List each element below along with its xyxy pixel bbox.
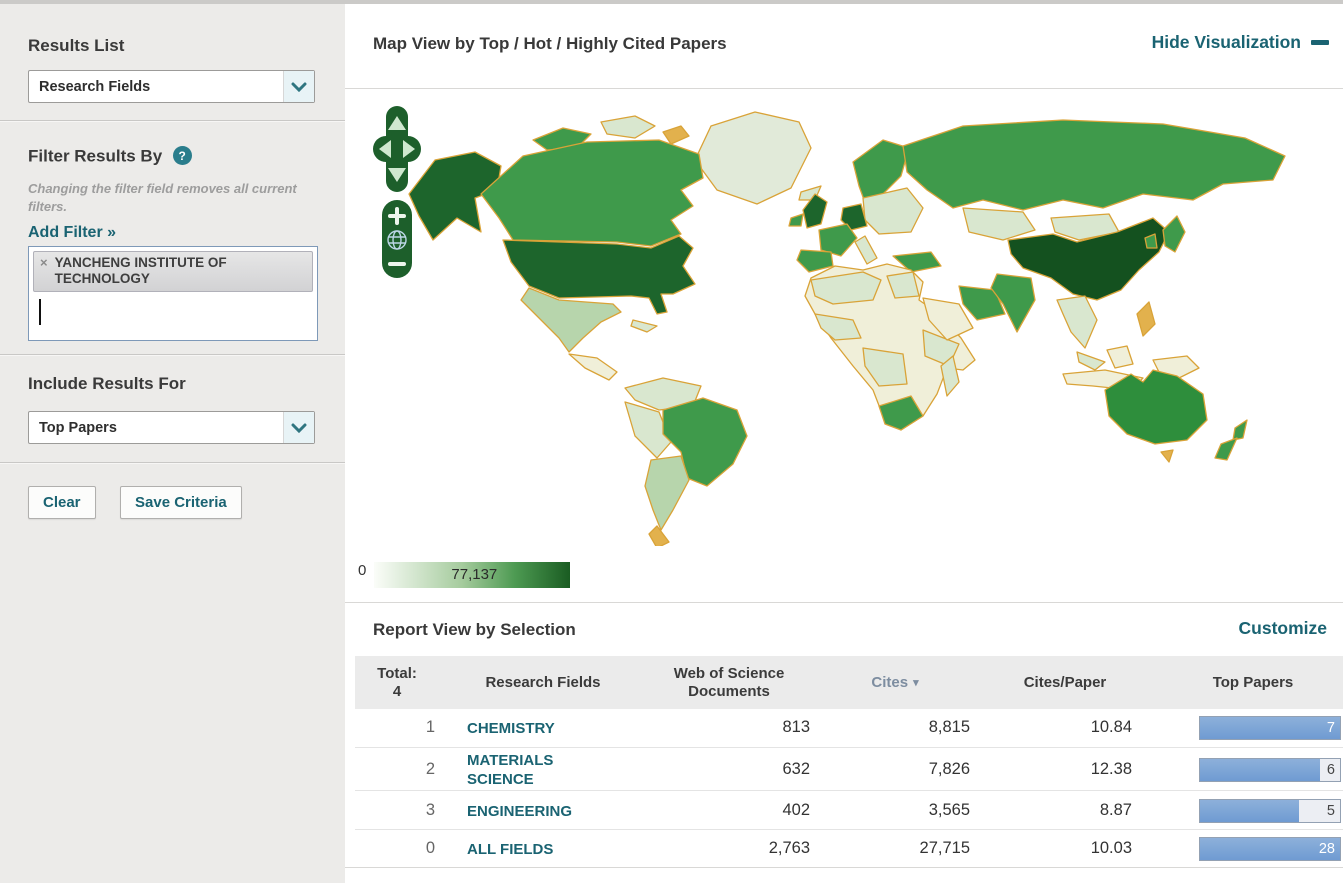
- filter-sidebar: Results List Research Fields Filter Resu…: [0, 0, 346, 883]
- filter-tag: × YANCHENG INSTITUTE OF TECHNOLOGY: [33, 251, 313, 292]
- minus-icon: [1311, 40, 1329, 45]
- table-row: 2 MATERIALS SCIENCE 632 7,826 12.38 6: [355, 747, 1343, 791]
- report-view-title: Report View by Selection: [373, 620, 576, 639]
- column-header-documents[interactable]: Web of Science Documents: [673, 664, 785, 700]
- table-row: 0 ALL FIELDS 2,763 27,715 10.03 28: [355, 829, 1343, 868]
- header-divider: [345, 88, 1343, 89]
- results-list-dropdown[interactable]: Research Fields: [28, 70, 315, 103]
- zoom-in-icon: [388, 207, 406, 225]
- pan-up-icon: [388, 116, 406, 130]
- visualization-panel: Map View by Top / Hot / Highly Cited Pap…: [345, 0, 1343, 883]
- field-link[interactable]: MATERIALS SCIENCE: [467, 752, 554, 788]
- documents-value: 2,763: [768, 839, 810, 857]
- customize-link[interactable]: Customize: [1238, 618, 1327, 638]
- table-row: 3 ENGINEERING 402 3,565 8.87 5: [355, 790, 1343, 830]
- report-table-header: Total: 4 Research Fields Web of Science …: [355, 656, 1343, 709]
- section-divider: [345, 602, 1343, 603]
- map-controls[interactable]: [371, 106, 423, 278]
- cites-value: 27,715: [919, 839, 970, 857]
- total-label: Total:: [377, 664, 417, 682]
- map-view-title: Map View by Top / Hot / Highly Cited Pap…: [373, 34, 727, 53]
- include-results-title: Include Results For: [28, 374, 186, 393]
- cites-per-paper-value: 8.87: [1099, 801, 1132, 819]
- documents-value: 402: [782, 801, 810, 819]
- hide-visualization-link[interactable]: Hide Visualization: [1152, 32, 1329, 53]
- add-filter-link[interactable]: Add Filter »: [28, 224, 117, 241]
- filter-note: Changing the filter field removes all cu…: [28, 181, 297, 214]
- row-rank: 0: [425, 839, 435, 857]
- top-papers-value: 5: [1326, 803, 1335, 819]
- cites-value: 8,815: [928, 718, 970, 736]
- cites-value: 7,826: [928, 760, 970, 778]
- page-top-divider: [0, 0, 1343, 4]
- clear-button[interactable]: Clear: [28, 486, 96, 519]
- row-rank: 1: [425, 718, 435, 736]
- cites-per-paper-value: 12.38: [1090, 760, 1132, 778]
- text-cursor: [39, 299, 41, 325]
- world-choropleth-map[interactable]: [363, 98, 1323, 546]
- field-link[interactable]: ENGINEERING: [467, 803, 573, 820]
- row-rank: 3: [425, 801, 435, 819]
- field-link[interactable]: CHEMISTRY: [467, 720, 555, 737]
- legend-gradient-bar: 77,137: [374, 562, 571, 588]
- cites-value: 3,565: [928, 801, 970, 819]
- sidebar-divider: [0, 120, 345, 121]
- sort-descending-icon: ▾: [913, 676, 919, 689]
- top-papers-bar: 7: [1199, 716, 1341, 740]
- pan-down-icon: [388, 168, 406, 182]
- cites-per-paper-value: 10.84: [1090, 718, 1132, 736]
- top-papers-bar: 6: [1199, 758, 1341, 782]
- sidebar-divider: [0, 354, 345, 355]
- pan-left-icon: [379, 140, 391, 158]
- sidebar-divider: [0, 462, 345, 463]
- pan-right-icon: [403, 140, 415, 158]
- filter-input-box[interactable]: × YANCHENG INSTITUTE OF TECHNOLOGY: [28, 246, 318, 341]
- top-papers-value: 28: [1318, 841, 1335, 857]
- include-results-dropdown-value: Top Papers: [39, 419, 117, 436]
- documents-value: 813: [782, 718, 810, 736]
- top-papers-bar: 5: [1199, 799, 1341, 823]
- filter-results-by-title: Filter Results By: [28, 146, 163, 166]
- total-header: Total: 4: [365, 656, 429, 709]
- table-row: 1 CHEMISTRY 813 8,815 10.84 7: [355, 709, 1343, 747]
- column-header-cites-per-paper[interactable]: Cites/Paper: [1023, 673, 1107, 691]
- top-papers-bar: 28: [1199, 837, 1341, 861]
- globe-icon: [387, 230, 407, 250]
- column-header-top-papers[interactable]: Top Papers: [1212, 673, 1294, 691]
- chevron-down-icon: [283, 71, 314, 102]
- documents-value: 632: [782, 760, 810, 778]
- close-icon[interactable]: ×: [40, 255, 48, 270]
- table-bottom-divider: [345, 867, 1343, 868]
- cites-label: Cites: [871, 673, 909, 691]
- column-header-research-fields[interactable]: Research Fields: [485, 673, 601, 691]
- map-legend: 0 77,137: [358, 562, 571, 588]
- results-list-dropdown-value: Research Fields: [39, 78, 151, 95]
- top-papers-value: 6: [1326, 762, 1335, 778]
- results-list-title: Results List: [28, 36, 125, 55]
- filter-results-by-header: Filter Results By ?: [28, 146, 192, 167]
- legend-max-label: 77,137: [451, 566, 498, 583]
- help-icon[interactable]: ?: [172, 146, 192, 165]
- hide-visualization-label: Hide Visualization: [1151, 32, 1301, 52]
- top-papers-value: 7: [1326, 720, 1335, 736]
- row-rank: 2: [425, 760, 435, 778]
- cites-per-paper-value: 10.03: [1090, 839, 1132, 857]
- save-criteria-button[interactable]: Save Criteria: [120, 486, 242, 519]
- chevron-down-icon: [283, 412, 314, 443]
- filter-tag-label: YANCHENG INSTITUTE OF TECHNOLOGY: [54, 255, 227, 286]
- legend-min-label: 0: [358, 562, 367, 579]
- total-value: 4: [392, 682, 402, 700]
- field-link[interactable]: ALL FIELDS: [467, 841, 554, 858]
- column-header-cites[interactable]: Cites ▾: [825, 656, 965, 709]
- include-results-dropdown[interactable]: Top Papers: [28, 411, 315, 444]
